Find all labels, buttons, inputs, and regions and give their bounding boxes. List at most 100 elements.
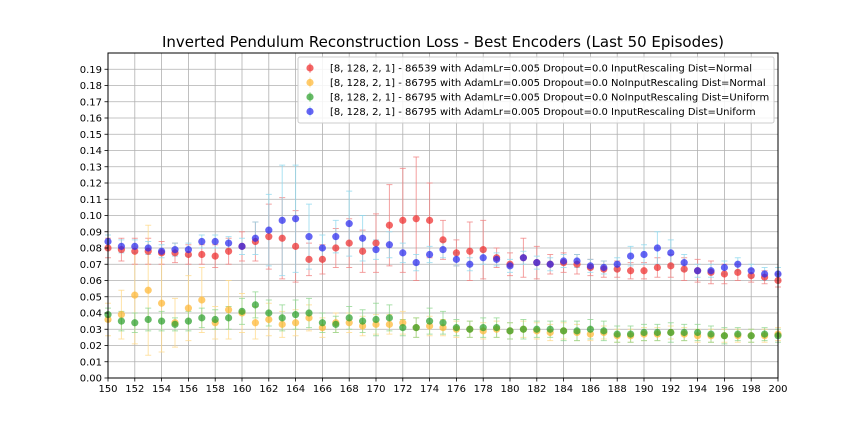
x-tick-label: 152 xyxy=(125,384,144,395)
legend-label: [8, 128, 2, 1] - 86539 with AdamLr=0.005… xyxy=(330,64,752,75)
data-point-series-4 xyxy=(761,270,769,278)
x-tick-label: 186 xyxy=(581,384,600,395)
legend: [8, 128, 2, 1] - 86539 with AdamLr=0.005… xyxy=(297,56,775,124)
x-tick-label: 164 xyxy=(286,384,305,395)
data-point-series-3 xyxy=(667,328,675,337)
data-point-series-3 xyxy=(573,327,581,335)
data-point-series-1 xyxy=(734,268,742,276)
data-point-series-1 xyxy=(399,216,407,224)
data-point-series-1 xyxy=(385,221,393,229)
y-tick-label: 0.16 xyxy=(80,114,102,125)
data-point-series-3 xyxy=(493,324,501,332)
y-tick-label: 0.11 xyxy=(80,195,102,206)
x-tick-label: 162 xyxy=(259,384,278,395)
data-point-series-3 xyxy=(238,307,246,315)
x-tick-label: 154 xyxy=(152,384,171,395)
data-point-series-3 xyxy=(278,314,286,322)
x-tick-label: 182 xyxy=(527,384,546,395)
data-point-series-3 xyxy=(131,319,139,327)
data-point-series-4 xyxy=(117,242,125,250)
data-point-series-2 xyxy=(184,304,192,312)
data-point-series-1 xyxy=(720,270,729,278)
data-point-series-3 xyxy=(359,317,367,325)
data-point-series-3 xyxy=(211,315,219,324)
data-point-series-1 xyxy=(627,267,635,275)
data-point-series-3 xyxy=(117,317,125,325)
data-point-series-1 xyxy=(198,250,206,259)
data-point-series-2 xyxy=(198,296,206,304)
data-point-series-1 xyxy=(452,249,460,257)
y-tick-label: 0.10 xyxy=(80,211,102,222)
data-point-series-3 xyxy=(372,315,380,324)
x-tick-label: 198 xyxy=(742,384,761,395)
data-point-series-2 xyxy=(225,306,233,314)
data-point-series-2 xyxy=(131,291,139,299)
data-point-series-4 xyxy=(426,250,434,259)
data-point-series-4 xyxy=(586,262,595,270)
data-point-series-3 xyxy=(412,324,420,332)
y-tick-label: 0.12 xyxy=(80,179,102,190)
x-tick-label: 180 xyxy=(500,384,519,395)
x-tick-label: 170 xyxy=(366,384,385,395)
x-tick-label: 188 xyxy=(608,384,627,395)
data-point-series-4 xyxy=(573,257,581,265)
data-point-series-3 xyxy=(720,332,729,340)
data-point-series-3 xyxy=(265,309,273,317)
data-point-series-4 xyxy=(627,252,635,260)
data-point-series-4 xyxy=(292,215,300,223)
x-tick-label: 160 xyxy=(232,384,251,395)
data-point-series-3 xyxy=(653,328,662,337)
data-point-series-3 xyxy=(251,301,259,309)
data-point-series-4 xyxy=(747,267,755,275)
data-point-series-2 xyxy=(265,315,273,324)
data-point-series-1 xyxy=(372,239,380,247)
legend-marker xyxy=(306,78,314,87)
data-point-series-4 xyxy=(225,239,233,247)
data-point-series-1 xyxy=(640,267,648,275)
data-points xyxy=(104,215,782,340)
data-point-series-3 xyxy=(694,328,702,337)
data-point-series-3 xyxy=(560,327,568,335)
legend-marker xyxy=(306,93,314,101)
chart-title: Inverted Pendulum Reconstruction Loss - … xyxy=(162,33,724,51)
x-tick-label: 176 xyxy=(447,384,466,395)
x-tick-label: 150 xyxy=(98,384,117,395)
data-point-series-4 xyxy=(412,259,420,267)
x-tick-label: 192 xyxy=(661,384,680,395)
data-point-series-4 xyxy=(600,263,608,272)
data-point-series-4 xyxy=(372,246,380,254)
data-point-series-1 xyxy=(439,236,447,244)
data-point-series-1 xyxy=(412,215,420,223)
data-point-series-1 xyxy=(265,233,273,241)
data-point-series-3 xyxy=(506,327,514,335)
x-tick-label: 166 xyxy=(313,384,332,395)
data-point-series-4 xyxy=(318,244,326,252)
data-point-series-4 xyxy=(519,254,528,262)
data-point-series-3 xyxy=(158,317,166,325)
data-point-series-3 xyxy=(452,324,460,332)
data-point-series-3 xyxy=(466,325,474,333)
data-point-series-3 xyxy=(761,330,769,338)
data-point-series-4 xyxy=(667,249,675,257)
data-point-series-1 xyxy=(359,247,367,255)
data-point-series-4 xyxy=(305,233,313,241)
data-point-series-4 xyxy=(399,249,407,257)
data-point-series-3 xyxy=(345,314,353,322)
data-point-series-3 xyxy=(198,314,206,322)
data-point-series-3 xyxy=(747,332,755,340)
data-point-series-1 xyxy=(345,239,353,247)
x-tick-label: 158 xyxy=(206,384,225,395)
data-point-series-1 xyxy=(426,216,434,224)
data-point-series-3 xyxy=(479,324,487,332)
y-tick-label: 0.15 xyxy=(80,130,102,141)
y-tick-label: 0.17 xyxy=(80,97,102,108)
y-tick-label: 0.06 xyxy=(80,276,102,287)
data-point-series-3 xyxy=(385,314,393,322)
data-point-series-3 xyxy=(600,327,608,335)
data-point-series-3 xyxy=(171,320,179,328)
data-point-series-4 xyxy=(613,260,621,268)
y-tick-label: 0.00 xyxy=(80,374,102,385)
legend-marker xyxy=(306,64,314,72)
data-point-series-4 xyxy=(506,262,514,270)
